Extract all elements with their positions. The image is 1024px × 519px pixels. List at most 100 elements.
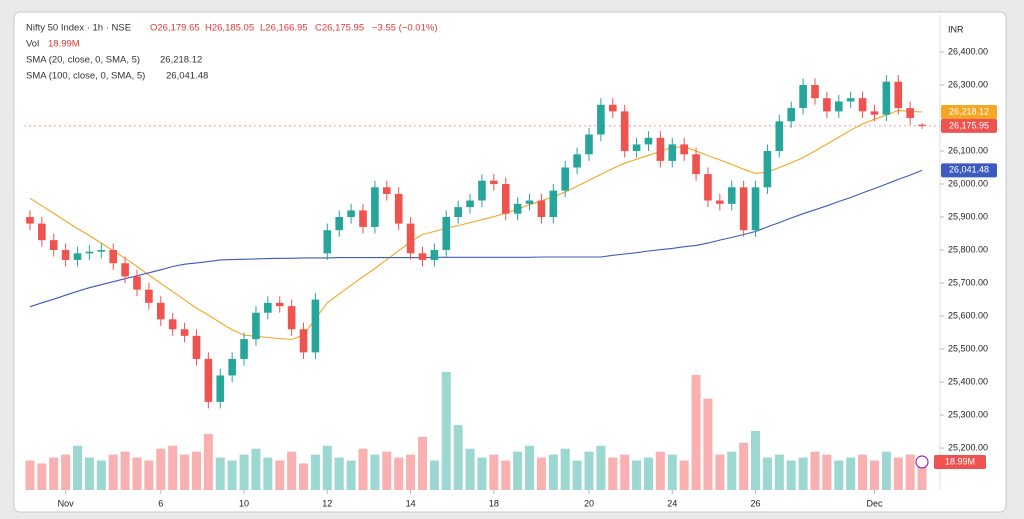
volume-bar — [643, 457, 653, 490]
candle-body — [906, 108, 914, 118]
volume-bar — [287, 451, 297, 490]
candle-body — [454, 207, 462, 218]
volume-bar — [108, 454, 118, 490]
candle-body — [799, 84, 807, 109]
candle-body — [299, 329, 308, 353]
y-tick-label: 26,100.00 — [948, 145, 988, 155]
candle-body — [275, 302, 284, 307]
candle-body — [692, 154, 700, 175]
candle-body — [858, 98, 867, 112]
volume-bar — [84, 457, 94, 490]
candle-body — [656, 137, 665, 161]
candle-body — [537, 200, 546, 218]
volume-bar — [406, 454, 416, 490]
y-tick-label: 26,000.00 — [948, 178, 988, 188]
y-axis-label: INR — [948, 24, 964, 34]
ohlc-low: L26,166.95 — [260, 23, 308, 34]
candle-body — [823, 98, 831, 112]
candle-body — [478, 180, 486, 201]
volume-bar — [881, 451, 891, 490]
volume-bar — [536, 457, 546, 490]
volume-bar — [655, 451, 665, 490]
volume-legend: Vol — [26, 39, 39, 50]
volume-badge-label: 18.99M — [945, 456, 975, 466]
price-badge — [941, 118, 997, 133]
candle-body — [918, 124, 926, 126]
ohlc-close: C26,175.95 — [315, 23, 364, 34]
volume-bar — [120, 451, 130, 490]
candle-body — [751, 187, 760, 231]
candle-body — [727, 187, 736, 204]
volume-bar — [525, 445, 535, 490]
volume-bar — [417, 436, 427, 490]
candle-body — [240, 339, 248, 359]
candle-body — [109, 250, 118, 264]
candle-body — [252, 312, 260, 340]
candle-body — [739, 187, 748, 231]
candle-body — [442, 217, 451, 251]
volume-bar — [774, 454, 784, 490]
chart-title: Nifty 50 Index · 1h · NSE — [26, 23, 131, 34]
volume-bar — [513, 451, 523, 490]
volume-bar — [560, 448, 570, 490]
volume-bar — [310, 454, 320, 490]
sma-line — [29, 109, 923, 341]
volume-bar — [227, 460, 237, 490]
candle-body — [501, 184, 510, 214]
y-tick-label: 26,300.00 — [948, 79, 988, 89]
volume-bar — [691, 374, 701, 490]
volume-bar — [751, 431, 761, 490]
x-tick-label: 26 — [751, 498, 761, 508]
volume-bar — [429, 460, 439, 490]
change: −3.55 (−0.01%) — [372, 23, 438, 34]
volume-bar — [905, 454, 915, 490]
volume-bar — [49, 457, 59, 490]
candle-body — [38, 223, 46, 241]
volume-bar — [917, 461, 927, 490]
volume-bar — [453, 425, 463, 490]
candle-body — [192, 335, 201, 359]
candle-body — [335, 217, 344, 231]
volume-bar — [489, 454, 499, 490]
candle-body — [156, 302, 165, 320]
candle-body — [466, 200, 474, 208]
candle-body — [311, 299, 320, 353]
volume-bar — [465, 448, 475, 490]
volume-bar — [73, 445, 83, 490]
volume-bar — [501, 460, 511, 490]
volume-bar — [798, 457, 808, 490]
candle-body — [73, 253, 82, 260]
volume-bar — [156, 448, 166, 490]
chart-panel — [13, 11, 1007, 513]
candle-body — [26, 217, 34, 224]
y-tick-label: 25,800.00 — [948, 244, 988, 254]
candle-body — [490, 180, 498, 185]
volume-bar — [382, 451, 392, 490]
candle-body — [846, 98, 855, 102]
candle-body — [668, 144, 677, 161]
candle-body — [716, 200, 724, 204]
volume-bar — [322, 445, 332, 490]
candle-body — [549, 190, 558, 218]
sma20-legend-value: 26,218.12 — [160, 55, 202, 66]
volume-bar — [263, 457, 273, 490]
volume-bar — [25, 460, 35, 490]
volume-bar — [132, 457, 142, 490]
y-tick-label: 25,900.00 — [948, 211, 988, 221]
volume-bar — [215, 457, 225, 490]
candle-body — [680, 144, 688, 155]
candle-body — [632, 144, 641, 151]
candle-body — [585, 134, 593, 155]
candle-body — [894, 81, 903, 109]
volume-bar — [180, 454, 190, 490]
volume-bar — [739, 442, 749, 490]
volume-bar — [667, 454, 677, 490]
volume-bar — [334, 457, 344, 490]
candle-body — [597, 104, 605, 135]
volume-bar — [679, 460, 689, 490]
volume-bar — [810, 451, 820, 490]
candle-body — [406, 223, 415, 254]
candle-body — [870, 111, 879, 115]
volume-badge — [934, 454, 986, 469]
